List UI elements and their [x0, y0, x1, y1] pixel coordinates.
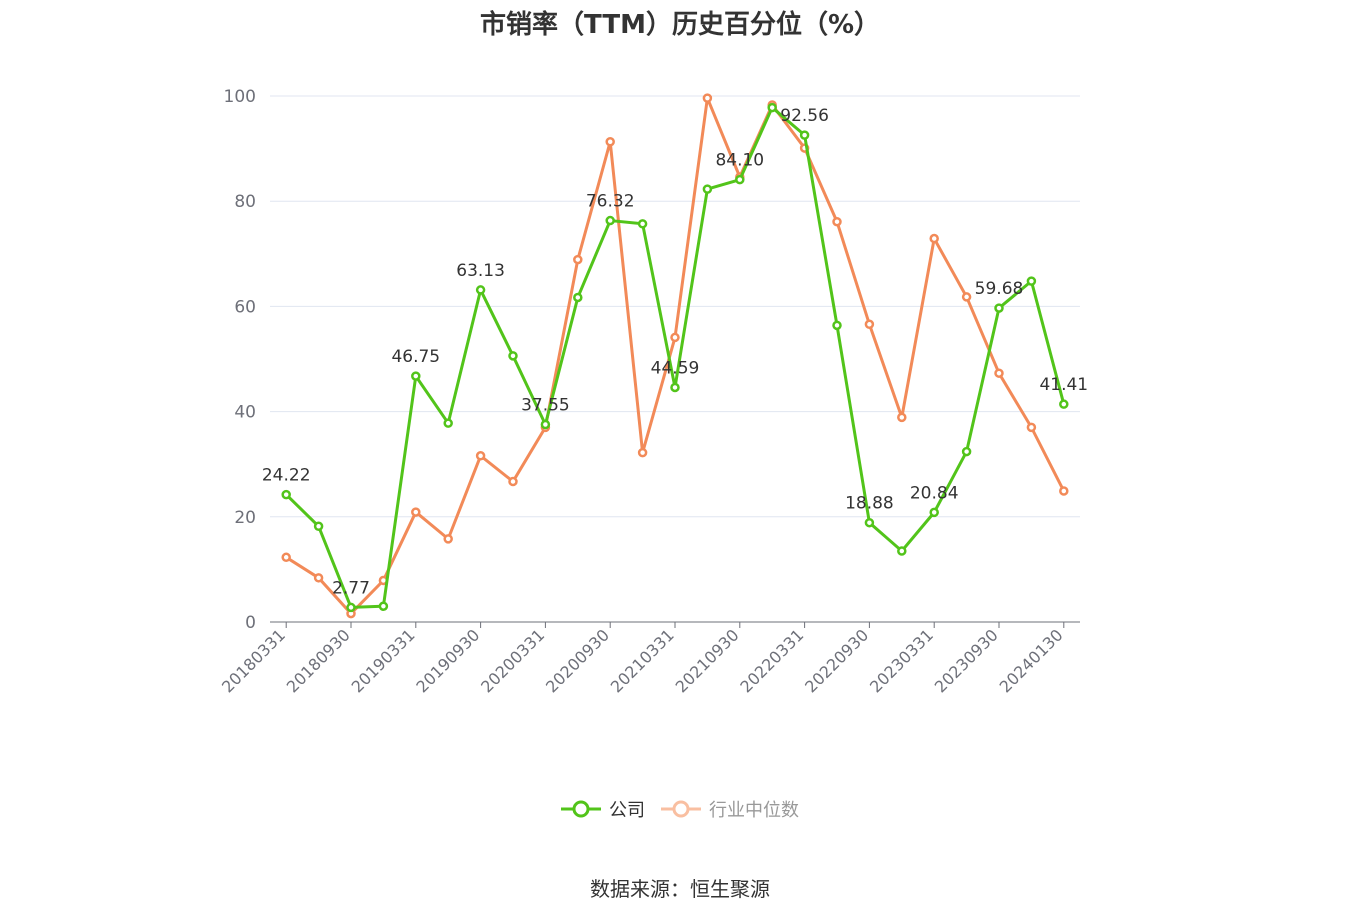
legend-item-company[interactable]: 公司 [561, 796, 645, 822]
data-point-industry [637, 447, 648, 458]
data-point-company [346, 602, 356, 613]
data-point-company [735, 174, 745, 185]
data-point-industry [994, 368, 1004, 378]
legend-label-industry: 行业中位数 [709, 800, 799, 821]
x-tick-label: 20180930 [283, 625, 354, 696]
data-point-industry [670, 332, 680, 343]
x-tick-label: 20220930 [801, 625, 872, 696]
data-point-industry [605, 137, 615, 147]
x-tick-label: 20220331 [736, 625, 807, 696]
legend-marker-company [561, 800, 601, 818]
data-label: 76.32 [586, 192, 635, 212]
chart-title: 市销率（TTM）历史百分位（%） [480, 10, 880, 40]
legend-marker-industry [661, 800, 701, 818]
data-label: 18.88 [845, 494, 894, 514]
data-point-industry [864, 319, 875, 330]
data-point-company [540, 419, 551, 430]
data-label: 24.22 [262, 466, 311, 486]
data-point-industry [961, 292, 972, 302]
data-point-industry [1059, 486, 1069, 496]
x-tick-label: 20180331 [218, 625, 289, 696]
x-tick-label: 20210331 [607, 625, 678, 696]
data-point-company [929, 507, 939, 518]
data-point-industry [1026, 422, 1037, 433]
x-tick-label: 20230930 [931, 625, 1002, 696]
data-point-company [670, 382, 680, 393]
data-point-company [475, 285, 486, 295]
x-tick-label: 20210930 [672, 625, 743, 696]
x-tick-label: 20200331 [477, 625, 548, 696]
data-point-company [767, 102, 777, 113]
data-point-company [1059, 399, 1069, 409]
data-label: 46.75 [391, 347, 440, 367]
data-point-company [411, 371, 421, 381]
data-point-company [897, 546, 907, 556]
x-tick-label: 20230331 [866, 625, 937, 696]
legend-item-industry[interactable]: 行业中位数 [661, 796, 799, 822]
data-point-company [281, 489, 291, 500]
data-point-industry [929, 233, 939, 244]
data-point-industry [832, 216, 842, 227]
x-tick-label: 20200930 [542, 625, 613, 696]
data-point-company [605, 215, 615, 226]
legend-label-company: 公司 [609, 800, 645, 821]
data-label: 92.56 [780, 106, 829, 126]
data-point-industry [411, 507, 421, 517]
data-point-company [443, 418, 453, 428]
line-chart: 0 20 40 60 80 100 2018033120180930201903312019… [218, 87, 1088, 696]
data-point-company [994, 303, 1004, 313]
x-tick-label: 20190331 [348, 625, 419, 696]
data-label: 59.68 [975, 279, 1024, 299]
data-label: 2.77 [332, 578, 370, 598]
y-tick-label: 40 [234, 403, 256, 423]
data-point-company [832, 320, 842, 331]
data-point-industry [475, 451, 486, 461]
data-point-company [961, 446, 972, 457]
data-point-industry [897, 412, 907, 423]
data-label: 20.84 [910, 483, 959, 503]
data-label: 37.55 [521, 395, 570, 415]
data-point-industry [443, 534, 453, 544]
data-point-industry [573, 254, 583, 265]
data-label: 44.59 [651, 358, 700, 378]
y-tick-label: 0 [245, 613, 256, 633]
legend: 公司 行业中位数 [0, 796, 1360, 822]
data-point-industry [702, 93, 713, 103]
data-point-company [799, 130, 810, 140]
data-point-industry [281, 552, 291, 563]
data-label: 41.41 [1039, 375, 1088, 395]
data-point-company [864, 517, 875, 528]
x-tick-label: 20240130 [996, 625, 1067, 696]
data-label: 63.13 [456, 261, 505, 281]
data-point-industry [508, 476, 518, 487]
y-tick-label: 60 [234, 297, 256, 317]
data-point-industry [313, 573, 324, 583]
data-point-company [313, 521, 324, 532]
source-note: 数据来源：恒生聚源 [590, 877, 770, 901]
data-point-company [573, 292, 583, 303]
y-tick-label: 80 [234, 192, 256, 212]
data-point-company [702, 184, 713, 194]
data-label: 84.10 [715, 151, 764, 171]
data-point-company [378, 601, 389, 611]
data-point-company [1026, 276, 1037, 286]
x-tick-label: 20190930 [412, 625, 483, 696]
y-tick-label: 20 [234, 508, 256, 528]
data-point-company [508, 351, 518, 361]
y-tick-label: 100 [224, 87, 256, 107]
data-point-company [637, 219, 648, 229]
